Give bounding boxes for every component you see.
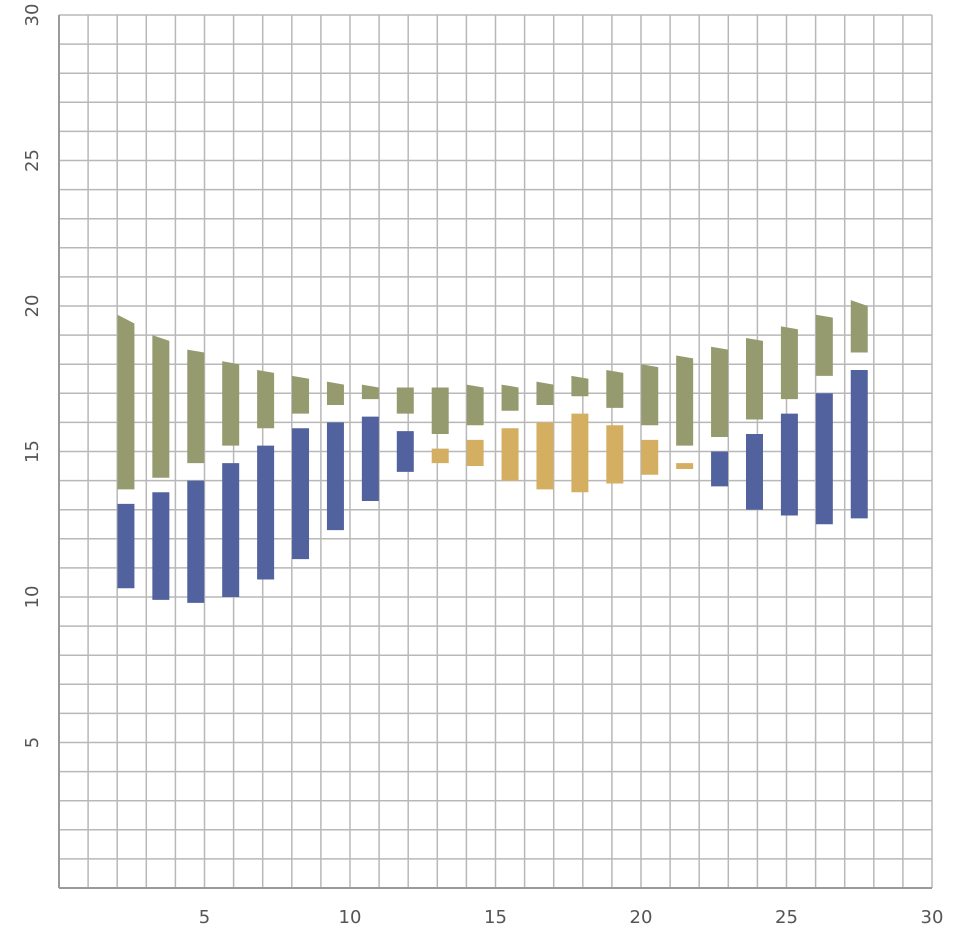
y-tick-label: 30 xyxy=(22,4,43,27)
range-bar-blue xyxy=(222,463,240,597)
range-bar-blue xyxy=(326,422,344,531)
x-tick-label: 30 xyxy=(921,907,944,928)
range-bar-blue xyxy=(780,413,798,516)
range-bar-green xyxy=(745,338,763,420)
range-bar-green xyxy=(850,300,868,353)
x-tick-label: 5 xyxy=(199,907,210,928)
range-bar-green xyxy=(606,370,624,408)
range-bar-green xyxy=(641,364,659,426)
range-bar-green xyxy=(431,387,449,435)
x-tick-label: 25 xyxy=(775,907,798,928)
x-tick-label: 20 xyxy=(630,907,653,928)
range-bar-green xyxy=(187,349,205,464)
range-bar-blue xyxy=(292,428,310,560)
y-tick-labels: 5 10 15 20 25 30 xyxy=(22,4,43,749)
range-bar-gold xyxy=(571,413,589,493)
range-bar-green xyxy=(292,375,310,414)
range-bar-gold xyxy=(641,439,659,475)
range-bar-green xyxy=(466,384,484,426)
range-bar-blue xyxy=(396,431,414,472)
range-bar-blue xyxy=(711,451,729,487)
range-bar-gold xyxy=(536,422,554,490)
y-tick-label: 25 xyxy=(22,149,43,172)
x-tick-label: 10 xyxy=(339,907,362,928)
range-bar-blue xyxy=(152,492,170,600)
range-bar-green xyxy=(536,381,554,405)
x-tick-labels: 5 10 15 20 25 30 xyxy=(199,907,944,928)
range-bar-green xyxy=(571,375,589,397)
range-bar-gold xyxy=(606,425,624,484)
y-tick-label: 15 xyxy=(22,440,43,463)
range-bar-blue xyxy=(117,503,135,589)
range-bar-green xyxy=(780,326,798,400)
range-bar-gold xyxy=(466,439,484,467)
x-tick-label: 15 xyxy=(484,907,507,928)
range-bar-green xyxy=(676,355,694,446)
chart-bars xyxy=(117,300,868,603)
range-bar-gold xyxy=(676,463,694,469)
range-bar-green xyxy=(152,335,170,478)
y-tick-label: 10 xyxy=(22,586,43,609)
range-bar-green xyxy=(326,381,344,405)
range-bar-blue xyxy=(745,434,763,510)
range-bar-blue xyxy=(257,445,275,580)
range-bar-gold xyxy=(501,428,519,481)
range-bar-blue xyxy=(361,416,379,501)
range-bar-green xyxy=(815,314,833,376)
range-bar-blue xyxy=(815,393,833,525)
range-bar-blue xyxy=(187,480,205,603)
range-bar-green xyxy=(501,384,519,411)
range-bar-green xyxy=(117,314,135,490)
range-bar-green xyxy=(396,387,414,414)
range-bar-green xyxy=(361,384,379,400)
range-bar-green xyxy=(222,361,240,446)
range-bar-green xyxy=(257,370,275,429)
chart-axes xyxy=(58,15,932,889)
range-bar-gold xyxy=(431,448,449,464)
range-bar-green xyxy=(711,346,729,437)
range-bar-blue xyxy=(850,370,868,519)
y-tick-label: 5 xyxy=(22,737,43,748)
y-tick-label: 20 xyxy=(22,295,43,318)
